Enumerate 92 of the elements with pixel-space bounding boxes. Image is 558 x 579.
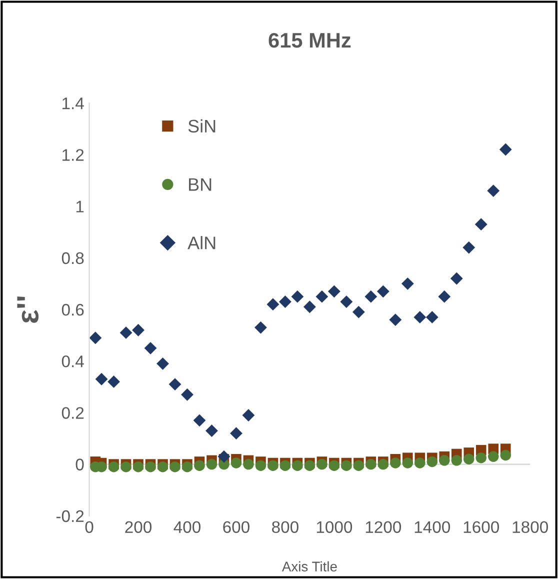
point [488,451,499,462]
point [402,458,414,468]
point [291,290,304,303]
point [378,458,389,470]
point [120,326,132,339]
x-tick-label: 0 [85,521,94,533]
point [145,461,156,472]
x-tick-label: 400 [174,521,200,533]
point [316,458,328,470]
y-tick-label: 1.4 [62,98,84,110]
point [144,342,157,354]
y-tick-label: 1 [76,200,84,212]
point [340,296,353,308]
point [132,324,144,336]
point [414,458,426,468]
point [462,241,476,254]
point [352,306,365,318]
x-tick-label: 1000 [316,521,352,533]
point [243,458,254,470]
point [353,460,364,471]
point [487,184,500,197]
point [266,298,280,311]
point [206,458,218,470]
point [278,296,292,308]
point [463,454,474,465]
point [426,311,438,324]
x-tick-label: 1800 [512,521,548,533]
point [255,460,266,471]
point [426,456,438,468]
point [376,285,390,298]
point [230,427,242,440]
point [474,218,488,231]
legend-label: AlN [188,236,216,250]
point [280,460,291,471]
point [108,461,120,472]
point [230,458,242,468]
point [366,458,376,470]
point [414,311,426,324]
point [292,460,303,471]
point [181,388,194,401]
point [157,461,168,472]
y-tick-label: 0.8 [62,252,84,264]
point [194,460,205,471]
point [304,460,316,471]
x-tick-label: 800 [272,521,298,533]
point [316,290,328,303]
point [499,143,512,156]
point [439,455,450,466]
x-axis-title: Axis Title [282,561,337,572]
point [89,332,102,344]
point [108,376,120,388]
point [170,461,180,472]
y-tick-label: 1.2 [62,149,84,161]
x-tick-label: 1200 [366,521,402,533]
point [341,460,352,471]
point [476,452,486,464]
point [389,314,402,326]
point [328,285,340,298]
point [500,450,511,461]
y-tick-label: 0.2 [62,407,84,419]
point [303,300,316,314]
point [390,458,401,468]
point [95,372,108,386]
point [156,357,169,370]
x-tick-label: 1600 [464,521,500,533]
y-tick-label: -0.2 [56,510,84,522]
point [254,321,267,334]
y-axis-title: ε'' [17,296,39,323]
point [193,414,206,427]
x-tick-label: 1400 [414,521,450,533]
point [206,424,218,437]
legend-label: SiN [188,119,216,133]
point [120,461,132,472]
point [132,461,144,472]
point [450,272,463,285]
point [168,378,182,391]
point [182,461,193,472]
point [268,460,278,471]
point [218,450,230,463]
x-tick-label: 600 [223,521,250,533]
y-tick-label: 0.6 [62,304,84,316]
y-tick-label: 0.4 [62,355,84,368]
point [451,455,462,466]
y-tick-label: 0 [76,458,84,470]
point [364,290,378,303]
point [401,277,414,290]
point [438,290,451,303]
chart-title: 615 MHz [268,32,351,48]
legend-label: BN [189,178,212,191]
x-tick-label: 200 [125,521,152,533]
point [242,409,255,422]
point [328,460,340,471]
